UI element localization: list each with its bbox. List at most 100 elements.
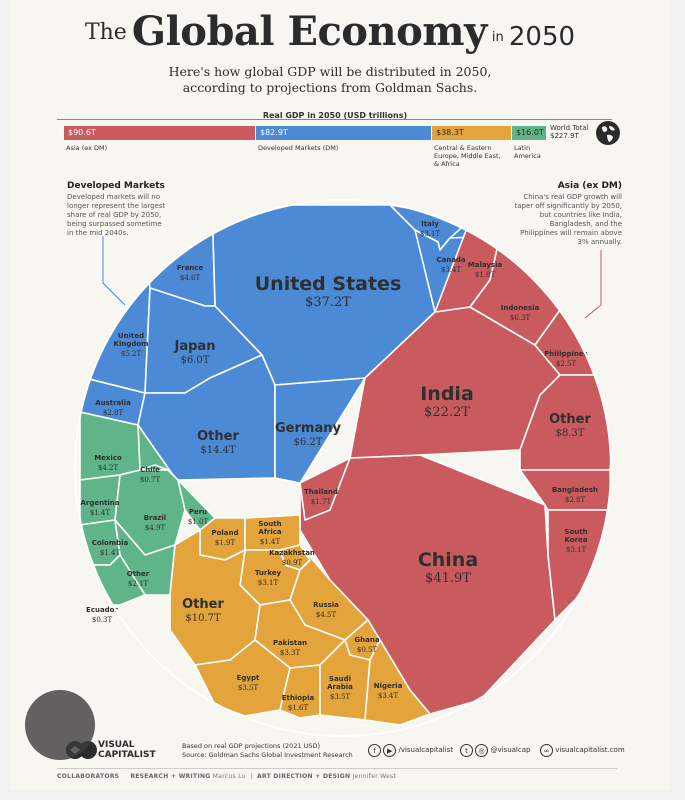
value-latam-chile: $0.7T — [140, 476, 161, 484]
value-emea-pakistan: $3.3T — [280, 649, 301, 657]
label-developed-united-kingdom-0: United — [118, 332, 144, 340]
value-developed-united-states: $37.2T — [305, 295, 351, 310]
source-note-line-1: Based on real GDP projections (2021 USD) — [182, 742, 321, 750]
label-asia-south-korea-0: South — [564, 528, 587, 536]
label-developed-australia: Australia — [95, 399, 131, 407]
value-developed-italy: $3.1T — [420, 230, 441, 238]
bar-segment-asia: $90.6T — [64, 126, 255, 140]
value-asia-india: $22.2T — [424, 405, 470, 420]
value-asia-china: $41.9T — [425, 571, 471, 586]
label-latam-argentina: Argentina — [80, 499, 119, 507]
label-developed-united-states: United States — [255, 273, 402, 295]
label-emea-south-africa-1: Africa — [258, 528, 281, 536]
label-asia-bangladesh: Bangladesh — [552, 486, 598, 494]
value-emea-nigeria: $3.4T — [378, 692, 399, 700]
value-latam-mexico: $4.2T — [98, 464, 119, 472]
page-title: The Global Economy in 2050 — [0, 8, 660, 55]
social-facebook-youtube[interactable]: f ▶ /visualcapitalist — [368, 743, 453, 757]
value-latam-brazil: $4.9T — [145, 524, 166, 532]
value-asia-philippines: $2.5T — [556, 360, 577, 368]
label-emea-kazakhstan: Kazakhstan — [269, 549, 315, 557]
value-emea-saudi-arabia: $3.5T — [330, 693, 351, 701]
value-developed-other: $14.4T — [200, 445, 236, 456]
cell-emea-nigeria — [364, 639, 431, 726]
leader-developed — [102, 236, 126, 306]
value-emea-kazakhstan: $0.9T — [282, 559, 303, 567]
value-asia-indonesia: $6.3T — [510, 314, 531, 322]
label-asia-other: Other — [549, 412, 591, 427]
bar-label-asia: Asia (ex DM) — [66, 144, 108, 152]
value-developed-france: $4.6T — [180, 274, 201, 282]
bar-segment-emea: $38.3T — [432, 126, 511, 140]
art-label: ART DIRECTION + DESIGN — [257, 773, 351, 780]
value-developed-japan: $6.0T — [181, 355, 210, 366]
label-latam-mexico: Mexico — [94, 454, 122, 462]
title-pre: The — [84, 20, 127, 45]
value-latam-colombia: $1.4T — [100, 549, 121, 557]
facebook-icon[interactable]: f — [368, 743, 381, 757]
label-developed-united-kingdom-1: Kingdom — [114, 340, 149, 348]
google-lens-overlay[interactable] — [25, 690, 95, 760]
logo-line-2: CAPITALIST — [98, 750, 156, 760]
value-emea-south-africa: $1.4T — [260, 538, 281, 546]
label-emea-egypt: Egypt — [237, 674, 260, 682]
label-asia-south-korea-1: Korea — [564, 536, 587, 544]
label-developed-other: Other — [197, 429, 239, 444]
social-handle-2[interactable]: @visualcap — [490, 746, 531, 754]
world-total-label: World Total — [550, 124, 589, 132]
value-latam-peru: $1.0T — [188, 518, 209, 526]
label-latam-peru: Peru — [189, 508, 207, 516]
leader-asia — [584, 250, 602, 319]
subtitle: Here's how global GDP will be distribute… — [150, 64, 510, 96]
bar-label-latam: Latin America — [514, 144, 541, 160]
label-emea-ethiopia: Ethiopia — [282, 694, 315, 702]
youtube-icon[interactable]: ▶ — [383, 743, 397, 757]
value-developed-united-kingdom: $5.2T — [121, 350, 142, 358]
label-emea-turkey: Turkey — [255, 569, 282, 577]
value-emea-egypt: $3.5T — [238, 684, 259, 692]
research-label: RESEARCH + WRITING — [130, 773, 211, 780]
value-developed-australia: $2.8T — [103, 409, 124, 417]
world-total-value: $227.9T — [550, 132, 579, 140]
label-latam-ecuador: Ecuador — [86, 606, 118, 614]
logo-line-1: VISUAL — [98, 740, 135, 750]
twitter-icon[interactable]: t — [460, 743, 473, 757]
instagram-icon[interactable]: ◎ — [475, 743, 489, 757]
source-note-line-2: Source: Goldman Sachs Global Investment … — [182, 751, 353, 759]
value-latam-other: $2.1T — [128, 580, 149, 588]
social-website[interactable]: ∞ visualcapitalist.com — [540, 743, 625, 757]
annotation-asia-title: Asia (ex DM) — [557, 181, 622, 191]
value-emea-ethiopia: $1.6T — [288, 704, 309, 712]
label-emea-south-africa-0: South — [258, 520, 281, 528]
collaborators: COLLABORATORS RESEARCH + WRITING Marcus … — [57, 768, 617, 780]
label-asia-china: China — [418, 549, 478, 571]
annotation-asia-text: China's real GDP growth will taper off s… — [514, 193, 622, 246]
art-name: Jennifer West — [352, 773, 397, 780]
title-main: Global Economy — [131, 8, 487, 55]
label-latam-other: Other — [127, 570, 150, 578]
label-asia-india: India — [420, 383, 474, 405]
label-emea-russia: Russia — [313, 601, 339, 609]
value-asia-thailand: $1.7T — [311, 498, 332, 506]
label-latam-chile: Chile — [140, 466, 160, 474]
website-link[interactable]: visualcapitalist.com — [555, 746, 625, 754]
value-latam-argentina: $1.4T — [90, 509, 111, 517]
source-note: Based on real GDP projections (2021 USD)… — [182, 742, 353, 760]
title-year: 2050 — [508, 22, 576, 52]
label-emea-poland: Poland — [211, 529, 238, 537]
label-asia-malaysia: Malaysia — [468, 261, 503, 269]
label-asia-philippines: Philippines — [544, 350, 588, 358]
value-emea-turkey: $3.1T — [258, 579, 279, 587]
link-icon[interactable]: ∞ — [540, 743, 553, 757]
bar-segment-latam: $16.0T — [512, 126, 546, 140]
annotation-developed-title: Developed Markets — [67, 181, 165, 191]
value-emea-ghana: $0.5T — [357, 646, 378, 654]
value-developed-canada: $3.4T — [441, 266, 462, 274]
social-handle-1[interactable]: /visualcapitalist — [398, 746, 454, 754]
value-asia-malaysia: $1.8T — [475, 271, 496, 279]
social-twitter-instagram[interactable]: t ◎ @visualcap — [460, 743, 530, 757]
label-emea-pakistan: Pakistan — [273, 639, 307, 647]
logo-text: VISUAL CAPITALIST — [98, 740, 156, 760]
collab-label: COLLABORATORS — [57, 773, 120, 780]
